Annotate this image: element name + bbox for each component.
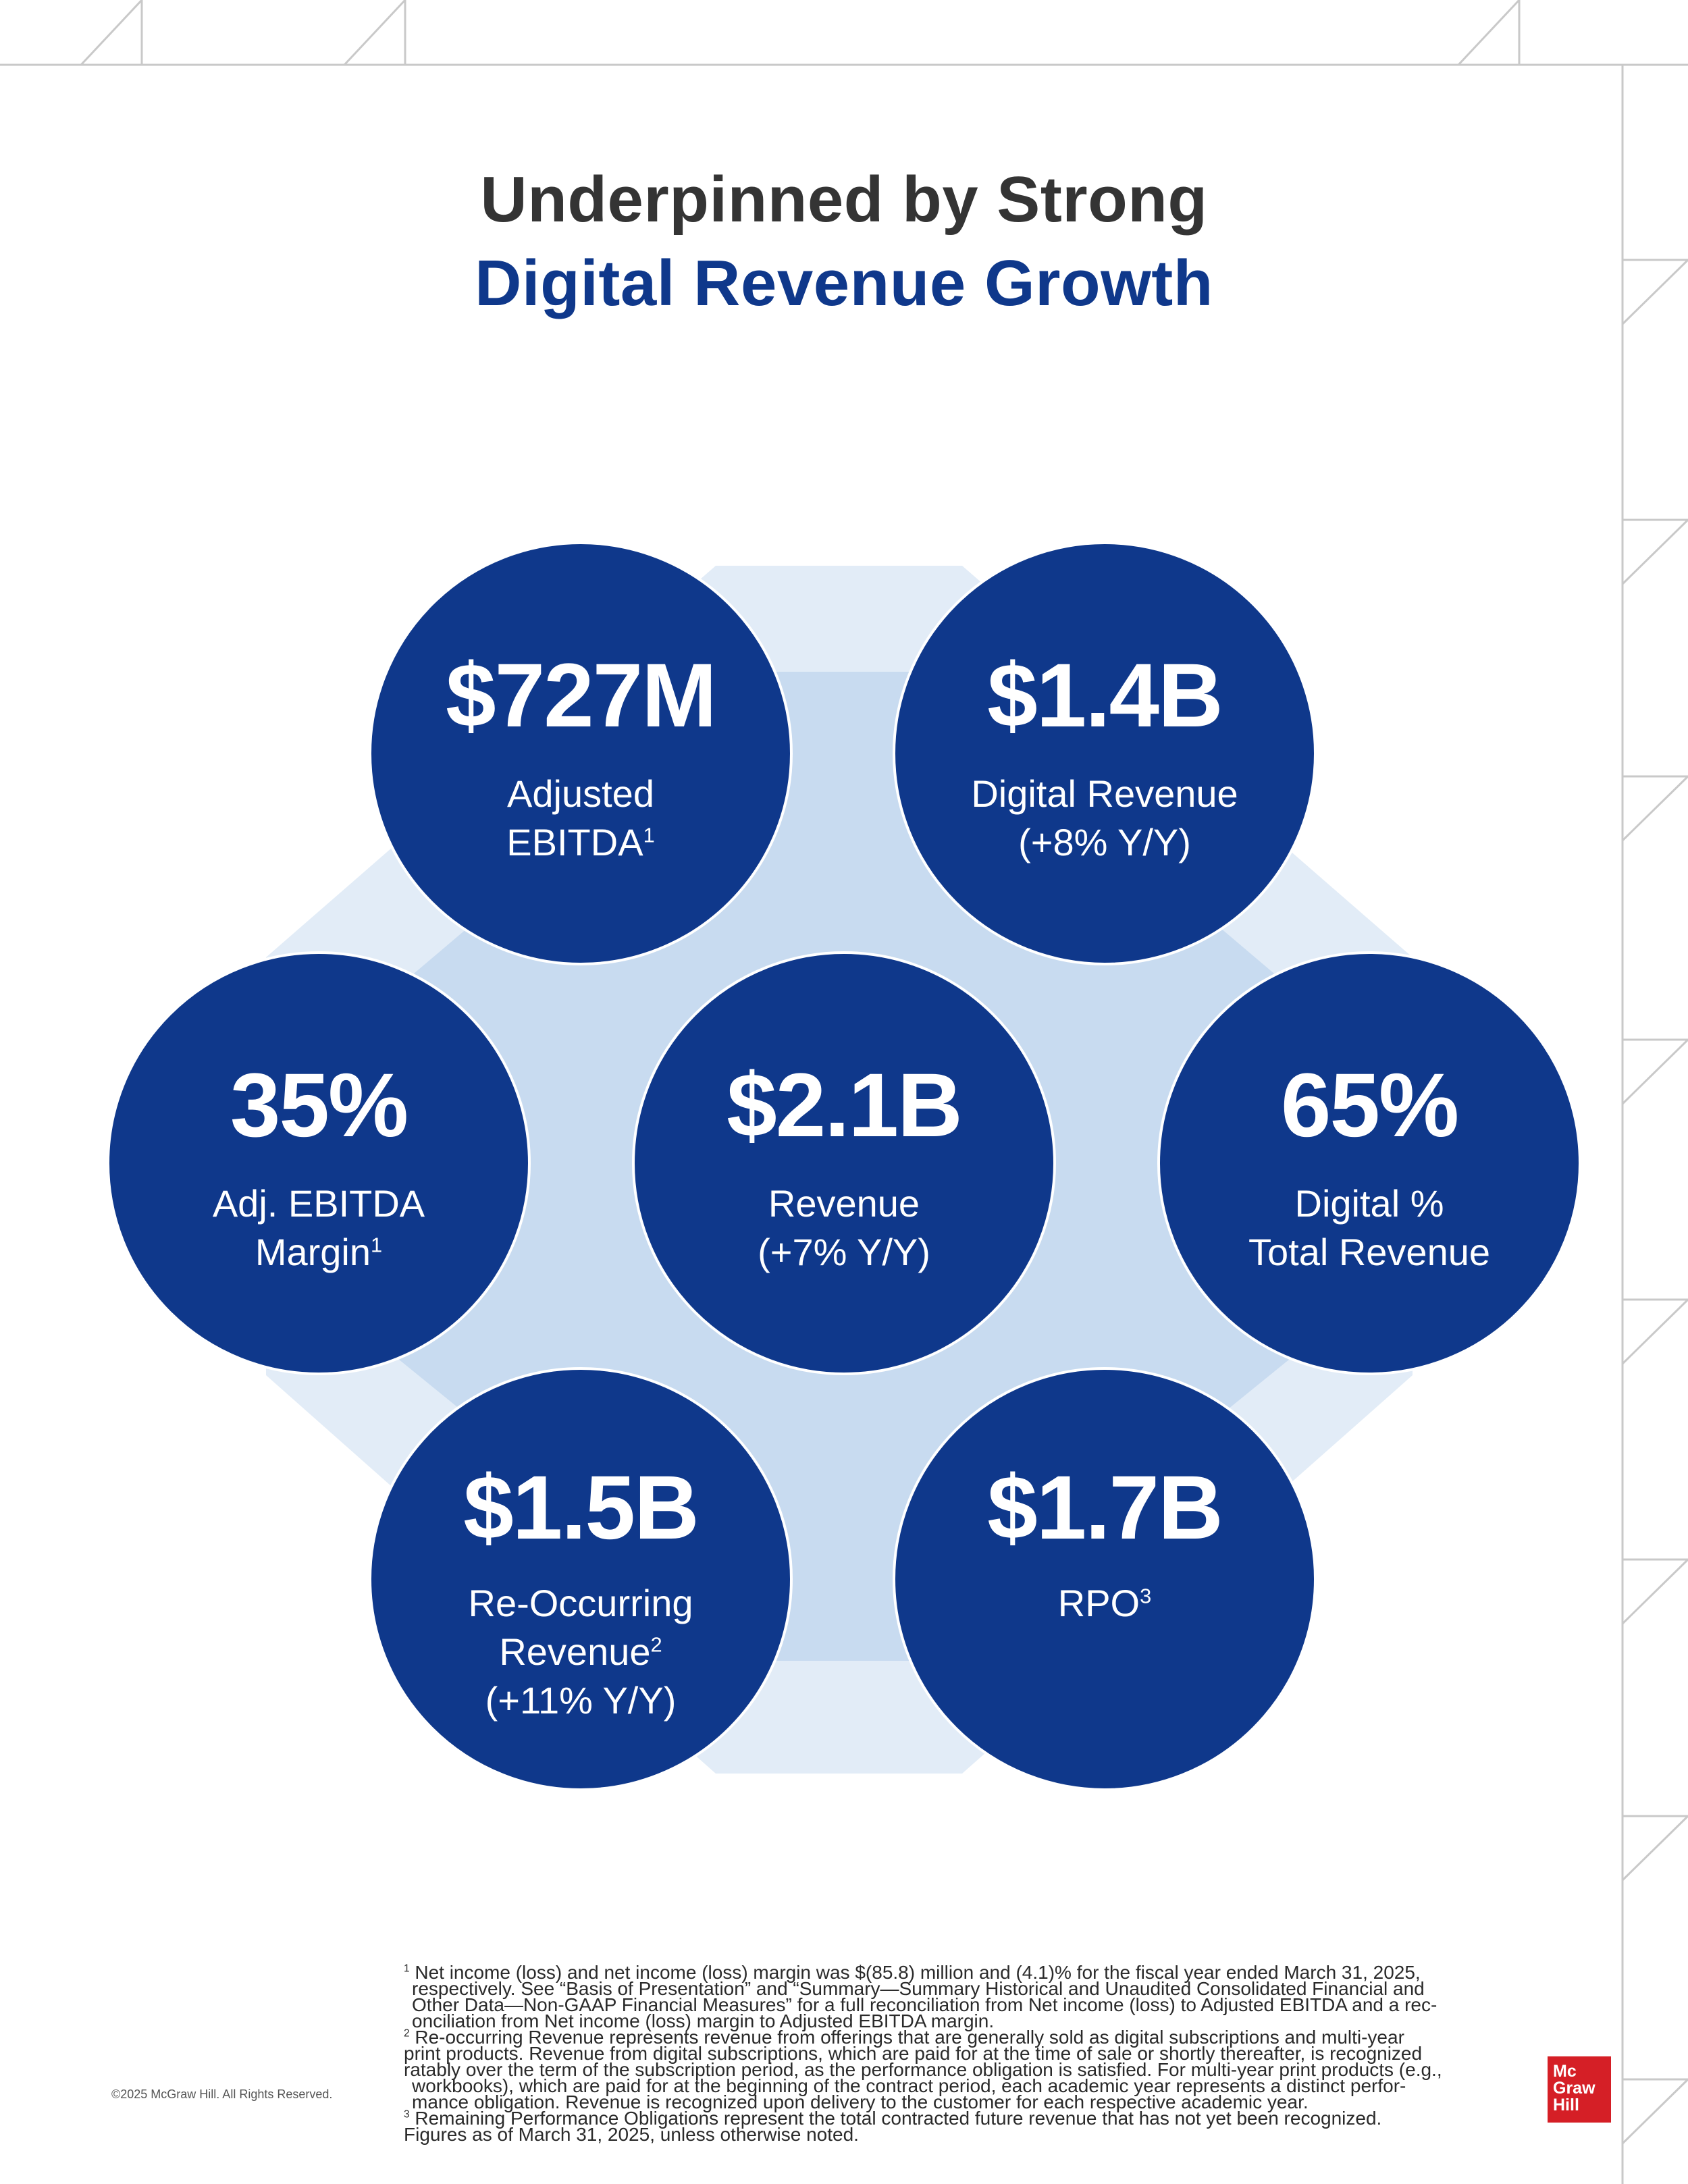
metric-value: $2.1B [727, 1055, 963, 1156]
metric-label-line: Total Revenue [1248, 1231, 1490, 1273]
metric-label-line: Digital Revenue [971, 772, 1238, 815]
footnote-2-line: mance obligation. Revenue is recognized … [412, 2092, 1309, 2112]
footnote-3-line: 3 Remaining Performance Obligations repr… [404, 2108, 1382, 2129]
footnote-marker: 2 [404, 2027, 410, 2040]
metric-revenue: $2.1B Revenue (+7% Y/Y) [632, 951, 1056, 1375]
metric-value: 35% [230, 1055, 408, 1156]
metric-label-line: Margin1 [255, 1231, 383, 1273]
metric-label-line: (+8% Y/Y) [1018, 821, 1191, 863]
page-title-line-1: Underpinned by Strong [480, 163, 1208, 236]
footnote-2-line: 2 Re-occurring Revenue represents revenu… [404, 2027, 1404, 2048]
metric-label: Digital % Total Revenue [1173, 1179, 1565, 1277]
footnote-1-line: 1 Net income (loss) and net income (loss… [404, 1962, 1421, 1983]
footnotes: 1 Net income (loss) and net income (loss… [404, 1962, 1511, 2145]
footnote-marker: 3 [1140, 1584, 1152, 1608]
metric-label: Revenue (+7% Y/Y) [648, 1179, 1040, 1277]
footnote-marker: 1 [371, 1233, 383, 1257]
metric-label-line: EBITDA1 [506, 821, 655, 863]
footnote-1-line: Other Data—Non-GAAP Financial Measures” … [412, 1994, 1438, 2015]
metric-digital-revenue: $1.4B Digital Revenue (+8% Y/Y) [893, 541, 1317, 965]
metric-reoccurring-revenue: $1.5B Re-Occurring Revenue2 (+11% Y/Y) [369, 1367, 793, 1791]
metric-label-line: RPO3 [1057, 1582, 1152, 1624]
footnote-marker: 2 [650, 1632, 662, 1657]
metric-adj-ebitda-margin: 35% Adj. EBITDA Margin1 [107, 951, 531, 1375]
metric-rpo: $1.7B RPO3 [893, 1367, 1317, 1791]
metric-label-line: Adj. EBITDA [212, 1182, 425, 1225]
metric-label-line: Adjusted [507, 772, 654, 815]
metric-value: $1.5B [463, 1458, 700, 1558]
metric-label-line: Revenue [768, 1182, 920, 1225]
metric-label-line: Digital % [1294, 1182, 1444, 1225]
mcgraw-hill-logo: Mc Graw Hill [1548, 2056, 1611, 2123]
page-title-line-2: Digital Revenue Growth [475, 247, 1213, 319]
footnote-marker: 3 [404, 2108, 410, 2121]
metric-label: Adj. EBITDA Margin1 [123, 1179, 515, 1277]
metric-adjusted-ebitda: $727M Adjusted EBITDA1 [369, 541, 793, 965]
metric-label-line: Re-Occurring [468, 1582, 693, 1624]
metric-value: $1.7B [987, 1458, 1223, 1558]
footnote-2-line: print products. Revenue from digital sub… [404, 2043, 1423, 2064]
metric-label-line: (+7% Y/Y) [758, 1231, 930, 1273]
metric-label: Digital Revenue (+8% Y/Y) [909, 770, 1300, 867]
metric-digital-percent-total-revenue: 65% Digital % Total Revenue [1157, 951, 1581, 1375]
metric-label-line: (+11% Y/Y) [485, 1679, 677, 1722]
footnote-marker: 1 [404, 1963, 410, 1975]
footnote-2-line: ratably over the term of the subscriptio… [404, 2059, 1442, 2080]
metric-label: Adjusted EBITDA1 [385, 770, 776, 867]
footnote-1-line: onciliation from Net income (loss) margi… [412, 2010, 995, 2031]
metric-value: 65% [1280, 1055, 1459, 1156]
footnote-1-line: respectively. See “Basis of Presentation… [412, 1978, 1425, 1999]
copyright-notice: ©2025 McGraw Hill. All Rights Reserved. [111, 2087, 333, 2101]
metric-label: RPO3 [909, 1579, 1300, 1628]
metric-label: Re-Occurring Revenue2 (+11% Y/Y) [385, 1579, 776, 1725]
footnote-marker: 1 [643, 823, 655, 847]
metric-value: $1.4B [987, 645, 1223, 746]
metric-label-line: Revenue2 [499, 1630, 662, 1673]
metric-value: $727M [446, 645, 717, 746]
footnote-2-line: workbooks), which are paid for at the be… [412, 2075, 1406, 2096]
figures-as-of-note: Figures as of March 31, 2025, unless oth… [404, 2124, 859, 2145]
